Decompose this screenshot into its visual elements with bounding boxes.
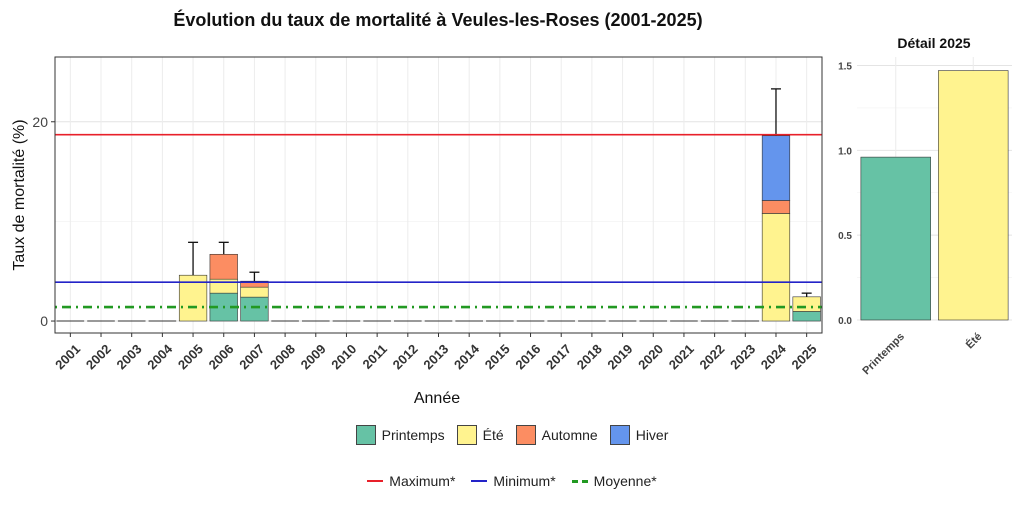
- main-y-tick-label: 20: [32, 114, 48, 130]
- main-x-tick-label-2015: 2015: [482, 341, 513, 372]
- detail-bar-Printemps: [860, 156, 931, 321]
- main-y-axis-label: Taux de mortalité (%): [11, 119, 28, 270]
- reference-lines-legend: Maximum* Minimum* Moyenne*: [0, 473, 1024, 489]
- detail-x-tick-label-Été: Été: [963, 330, 984, 351]
- main-x-tick-label-2023: 2023: [727, 341, 758, 372]
- legend-label: Automne: [541, 427, 598, 443]
- bar-segment-2024-Été: [761, 213, 791, 322]
- main-x-tick-label-2024: 2024: [758, 341, 790, 373]
- legend-swatch: [355, 425, 376, 445]
- main-x-tick-label-2007: 2007: [236, 341, 267, 372]
- main-x-tick-label-2017: 2017: [543, 341, 574, 372]
- main-x-tick-label-2022: 2022: [696, 341, 727, 372]
- legend-label: Minimum*: [493, 473, 556, 489]
- main-x-tick-label-2020: 2020: [635, 341, 666, 372]
- detail-y-tick-label: 0.0: [838, 316, 852, 327]
- legend-swatch: [456, 425, 477, 445]
- main-x-tick-label-2001: 2001: [52, 341, 83, 372]
- main-x-tick-label-2003: 2003: [114, 341, 145, 372]
- main-chart-title: Évolution du taux de mortalité à Veules-…: [173, 9, 702, 30]
- main-x-tick-label-2009: 2009: [298, 341, 329, 372]
- detail-x-tick-label-Printemps: Printemps: [860, 331, 907, 378]
- legend-label: Moyenne*: [593, 473, 657, 489]
- legend-line-key: [471, 480, 488, 482]
- detail-y-tick-label: 1.0: [838, 146, 852, 157]
- main-x-tick-label-2014: 2014: [451, 341, 483, 373]
- main-x-tick-label-2016: 2016: [512, 341, 543, 372]
- main-x-tick-label-2008: 2008: [267, 341, 298, 372]
- bar-segment-2006-Automne: [209, 253, 238, 280]
- legend-item-Été: Été: [456, 425, 504, 445]
- legend-swatch: [609, 425, 630, 445]
- main-x-tick-label-2012: 2012: [390, 341, 421, 372]
- main-x-tick-label-2004: 2004: [144, 341, 176, 373]
- legend-line-key: [367, 480, 384, 482]
- legend-item-Printemps: Printemps: [355, 425, 445, 445]
- detail-y-tick-label: 0.5: [838, 231, 852, 242]
- legend-label: Hiver: [635, 427, 669, 443]
- legend-label: Printemps: [381, 427, 445, 443]
- season-legend: Printemps Été Automne Hiver: [0, 425, 1024, 445]
- main-x-tick-label-2013: 2013: [420, 341, 451, 372]
- bar-segment-2024-Hiver: [761, 135, 791, 201]
- bar-segment-2025-Printemps: [792, 311, 821, 322]
- legend-item-Maximum: Maximum*: [367, 473, 455, 489]
- main-x-tick-label-2005: 2005: [175, 341, 206, 372]
- main-x-axis-label: Année: [414, 390, 460, 407]
- main-x-tick-label-2019: 2019: [604, 341, 635, 372]
- main-x-tick-label-2025: 2025: [789, 341, 820, 372]
- legend-item-Moyenne: Moyenne*: [571, 473, 657, 489]
- bar-segment-2007-Été: [240, 286, 269, 298]
- detail-chart-title: Détail 2025: [897, 35, 970, 51]
- bar-segment-2024-Automne: [761, 200, 791, 214]
- main-x-tick-label-2002: 2002: [83, 341, 114, 372]
- legend-line-key: [571, 479, 588, 483]
- legend-item-Hiver: Hiver: [609, 425, 669, 445]
- legend-swatch: [515, 425, 536, 445]
- bar-segment-2025-Été: [792, 296, 821, 312]
- detail-bar-Été: [938, 70, 1009, 321]
- detail-y-tick-label: 1.5: [838, 61, 852, 72]
- main-x-tick-label-2021: 2021: [666, 341, 697, 372]
- main-x-tick-label-2018: 2018: [574, 341, 605, 372]
- legend-item-Minimum: Minimum*: [471, 473, 556, 489]
- main-x-tick-label-2010: 2010: [328, 341, 359, 372]
- legend-item-Automne: Automne: [515, 425, 598, 445]
- bar-segment-2007-Printemps: [240, 296, 269, 322]
- legend-label: Maximum*: [389, 473, 456, 489]
- main-x-tick-label-2011: 2011: [359, 341, 390, 372]
- legend-label: Été: [482, 427, 504, 443]
- bar-segment-2006-Été: [209, 278, 238, 294]
- main-x-tick-label-2006: 2006: [206, 341, 237, 372]
- main-y-tick-label: 0: [40, 313, 48, 329]
